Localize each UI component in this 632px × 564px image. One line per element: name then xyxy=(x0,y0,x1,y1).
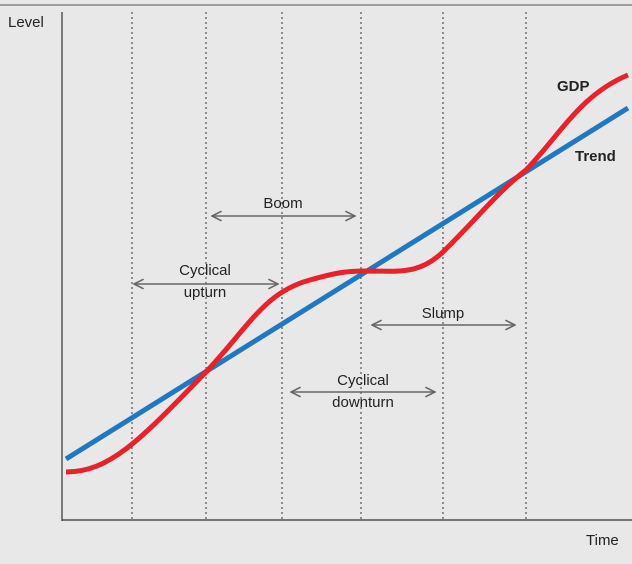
annotation: upturn xyxy=(184,284,227,301)
gdp-curve xyxy=(65,72,629,475)
annotation: Slump xyxy=(422,305,465,322)
line-label: Trend xyxy=(575,148,616,165)
line-label: GDP xyxy=(557,78,590,95)
annotation: Cyclical xyxy=(337,372,389,389)
annotation: downturn xyxy=(332,394,394,411)
annotation: Cyclical xyxy=(179,262,231,279)
y-axis-label: Level xyxy=(8,14,44,31)
x-axis-label: Time xyxy=(586,532,619,549)
annotation: Boom xyxy=(263,195,302,212)
trend-line xyxy=(64,105,630,462)
